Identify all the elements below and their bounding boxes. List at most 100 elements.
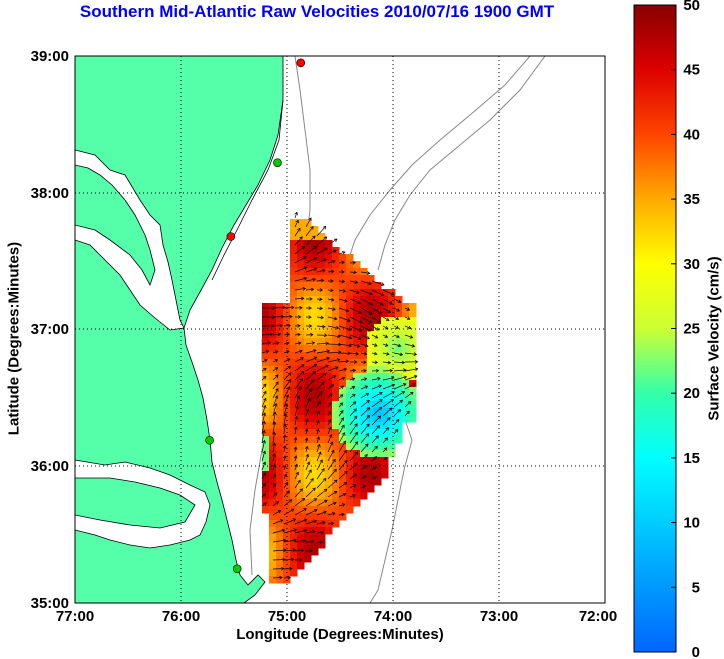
velocity-cell — [283, 492, 291, 500]
velocity-arrowhead — [322, 268, 326, 273]
velocity-cell — [290, 338, 298, 346]
velocity-cell — [360, 289, 368, 297]
velocity-arrow — [316, 372, 327, 381]
velocity-arrowhead — [301, 245, 306, 250]
velocity-cell — [262, 429, 270, 437]
velocity-arrow — [294, 480, 301, 489]
velocity-arrowhead — [319, 540, 324, 544]
velocity-cell — [353, 261, 361, 269]
velocity-cell — [290, 226, 298, 234]
velocity-cell — [346, 471, 354, 479]
velocity-arrow — [338, 432, 346, 444]
velocity-arrowhead — [323, 258, 328, 262]
velocity-arrowhead — [319, 297, 323, 302]
velocity-arrowhead — [351, 386, 356, 390]
velocity-cell — [409, 317, 417, 325]
velocity-cell — [276, 492, 284, 500]
velocity-cell — [360, 380, 368, 388]
velocity-cell — [325, 513, 333, 521]
velocity-cell — [388, 415, 396, 423]
velocity-cell — [318, 506, 326, 514]
velocity-arrow — [349, 432, 358, 444]
velocity-cell — [360, 422, 368, 430]
velocity-arrowhead — [289, 566, 293, 571]
velocity-arrow — [371, 307, 382, 315]
velocity-arrowhead — [355, 351, 360, 356]
velocity-cell — [276, 345, 284, 353]
velocity-arrow — [338, 334, 352, 339]
velocity-cell — [346, 331, 354, 339]
velocity-arrow — [305, 246, 317, 255]
velocity-cell — [269, 576, 277, 584]
velocity-cell — [297, 380, 305, 388]
velocity-cell — [409, 331, 417, 339]
velocity-arrowhead — [397, 343, 402, 348]
velocity-cell — [297, 527, 305, 535]
velocity-arrow — [283, 307, 294, 309]
velocity-cell — [360, 478, 368, 486]
velocity-arrow — [349, 343, 360, 347]
velocity-cell — [346, 485, 354, 493]
velocity-arrow — [349, 316, 362, 323]
y-axis-label: Latitude (Degrees:Minutes) — [5, 241, 23, 436]
velocity-arrowhead — [297, 332, 301, 337]
velocity-arrowhead — [281, 528, 286, 533]
velocity-arrow — [294, 519, 308, 525]
velocity-cell — [353, 457, 361, 465]
velocity-arrow — [360, 280, 372, 285]
y-tick-label: 36:00 — [31, 458, 69, 475]
velocity-arrow — [261, 440, 265, 453]
velocity-cell — [269, 471, 277, 479]
velocity-cell — [269, 450, 277, 458]
velocity-cell — [409, 359, 417, 367]
velocity-arrowhead — [286, 350, 290, 354]
velocity-cell — [332, 478, 340, 486]
velocity-arrowhead — [282, 434, 287, 438]
velocity-cell — [353, 303, 361, 311]
velocity-cell — [402, 387, 410, 395]
velocity-arrowhead — [331, 259, 336, 264]
velocity-arrowhead — [295, 219, 299, 224]
velocity-cell — [276, 485, 284, 493]
velocity-cell — [325, 324, 333, 332]
velocity-cell — [374, 373, 382, 381]
velocity-arrowhead — [352, 401, 357, 405]
velocity-cell — [346, 324, 354, 332]
velocity-cell — [360, 331, 368, 339]
velocity-arrow — [272, 395, 278, 408]
velocity-cell — [374, 310, 382, 318]
velocity-arrow — [360, 465, 367, 471]
velocity-cell — [395, 296, 403, 304]
velocity-arrowhead — [390, 399, 394, 403]
velocity-arrow — [283, 394, 289, 408]
velocity-arrow — [283, 539, 297, 543]
velocity-cell — [332, 310, 340, 318]
velocity-cell — [290, 359, 298, 367]
velocity-arrow — [338, 410, 344, 417]
velocity-arrow — [371, 456, 377, 462]
velocity-cell — [269, 366, 277, 374]
velocity-arrow — [272, 453, 276, 462]
velocity-cell — [374, 429, 382, 437]
velocity-cell — [381, 422, 389, 430]
velocity-arrow — [283, 577, 291, 579]
velocity-cell — [262, 401, 270, 409]
velocity-arrow — [305, 408, 309, 417]
barrier-island — [211, 99, 284, 281]
sound-water — [75, 459, 211, 549]
velocity-arrowhead — [365, 393, 370, 397]
x-tick-labels: 77:00 76:00 75:00 74:00 73:00 72:00 — [56, 608, 617, 625]
velocity-arrowhead — [332, 307, 336, 311]
velocity-arrowhead — [366, 271, 371, 275]
velocity-cell — [290, 366, 298, 374]
velocity-cell — [318, 268, 326, 276]
velocity-cell — [360, 359, 368, 367]
velocity-arrow — [283, 413, 287, 426]
velocity-cell — [346, 303, 354, 311]
velocity-cell — [388, 422, 396, 430]
velocity-arrowhead — [324, 247, 328, 251]
velocity-arrowhead — [314, 509, 318, 513]
velocity-arrowhead — [373, 466, 377, 470]
velocity-cell — [304, 247, 312, 255]
velocity-arrow — [404, 325, 412, 329]
